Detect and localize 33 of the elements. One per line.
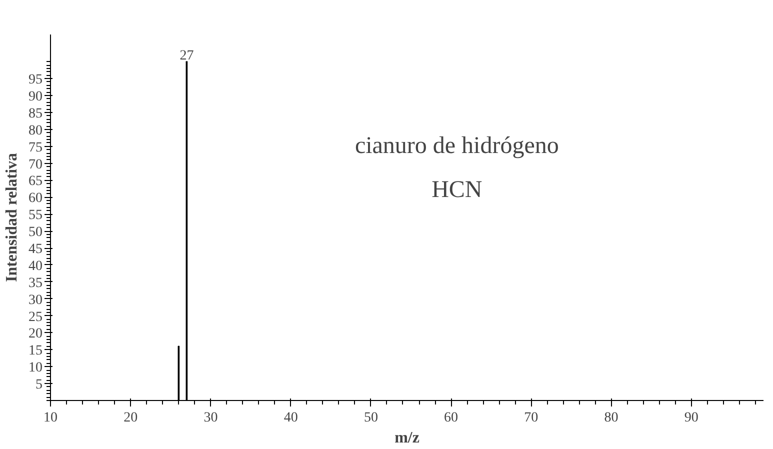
x-tick-label: 20 [124,410,138,426]
y-tick-label: 25 [28,310,42,325]
x-tick-label: 10 [44,410,58,426]
x-tick-label: 40 [284,410,298,426]
y-tick-label: 20 [28,326,42,342]
x-tick-label: 50 [364,410,378,426]
x-tick-label: 30 [204,410,218,426]
y-axis-title: Intensidad relativa [4,152,20,282]
x-tick-label: 90 [684,410,698,426]
y-tick-label: 5 [36,378,42,393]
y-tick-label: 35 [28,276,42,291]
y-tick-label: 85 [28,106,42,122]
y-tick-label: 90 [28,90,42,104]
y-tick-label: 80 [28,123,42,138]
y-tick-label: 45 [28,242,42,257]
y-tick-label: 95 [28,72,42,88]
x-tick-label: 70 [524,410,538,426]
x-tick-label: 80 [604,410,618,426]
y-tick-label: 30 [28,292,42,308]
y-tick-label: 60 [28,191,42,206]
y-tick-label: 10 [28,360,42,376]
y-tick-label: 15 [28,344,42,359]
y-tick-label: 55 [28,208,42,224]
x-axis-title: m/z [394,430,420,446]
annotation: cianuro de hidrógeno [354,132,559,159]
annotation: HCN [432,176,482,203]
y-tick-label: 40 [28,258,42,274]
y-tick-label: 75 [28,140,42,156]
y-tick-label: 65 [28,174,42,190]
y-tick-label: 70 [28,157,42,172]
y-tick-label: 50 [28,225,42,240]
annotation: 27 [180,48,194,64]
x-tick-label: 60 [444,410,458,426]
